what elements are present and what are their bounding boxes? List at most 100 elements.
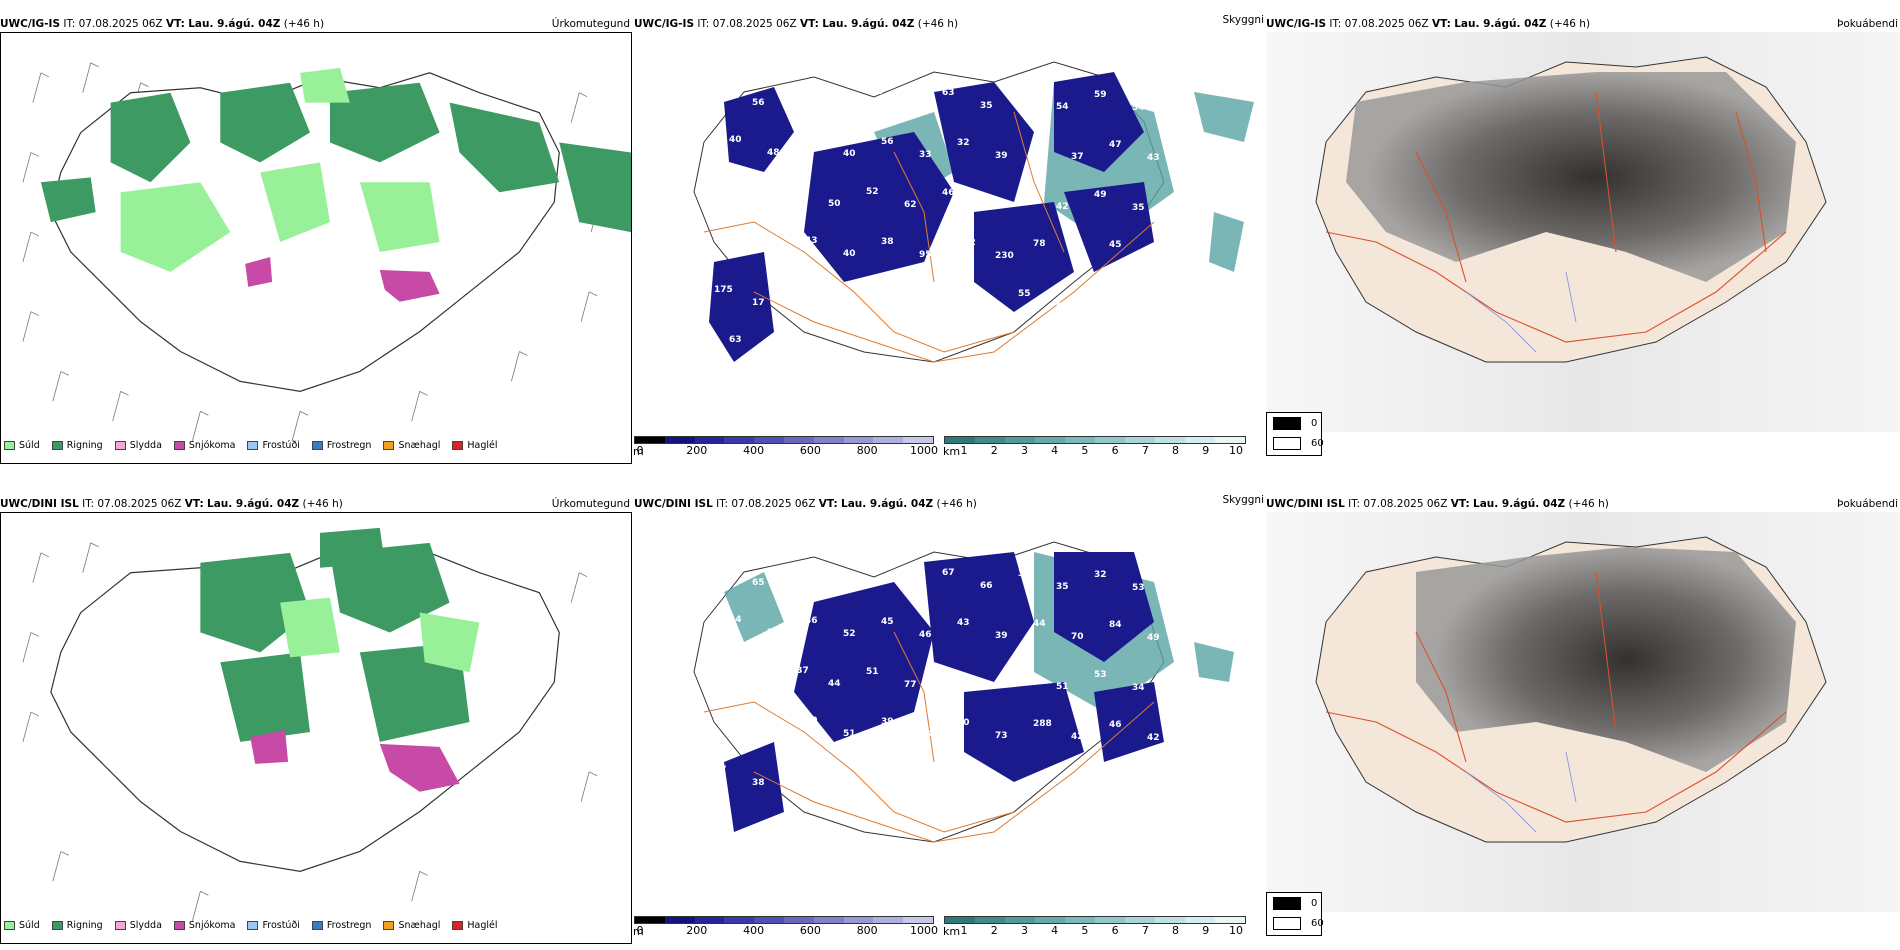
cloud-base-label: 35 [1132, 203, 1145, 213]
cloud-base-label: 71 [828, 299, 841, 309]
legend-label: Haglél [467, 919, 498, 931]
colorbar-segment [1095, 917, 1125, 923]
colorbar-segment [873, 437, 904, 443]
vt-value: Lau. 9.ágú. 04Z [1454, 18, 1547, 30]
cloud-base-label: 42 [1071, 732, 1084, 742]
it-value: 07.08.2025 06Z [97, 498, 182, 510]
legend-item: Slydda [114, 919, 162, 931]
cloud-base-label: 17 [714, 765, 727, 775]
visibility-colorbar: 1 2 3 4 5 6 7 8 9 10 km [943, 436, 1246, 458]
cloud-base-label: 117 [866, 87, 885, 97]
wind-barbs [22, 542, 598, 922]
legend-swatch [452, 920, 464, 930]
it-label: IT: [716, 498, 729, 510]
precip-legend: Súld Rigning Slydda Snjókoma Frostúði Fr… [4, 436, 628, 454]
fog-legend-value: 0 [1311, 418, 1318, 429]
fog-legend-row: 60 [1273, 437, 1324, 450]
legend-label: Snjókoma [188, 919, 236, 931]
legend-label: Frostúði [262, 439, 300, 451]
cloud-base-label: 137 [790, 666, 809, 676]
legend-label: Súld [19, 439, 40, 451]
colorbar-segment [1155, 437, 1185, 443]
cloud-base-label: 76 [866, 287, 879, 297]
fog-legend-value: 60 [1311, 438, 1324, 449]
colorbar-tick: 1000 [910, 444, 938, 457]
colorbar-tick: 0 [636, 444, 644, 457]
cloud-base-label: 46 [1109, 720, 1122, 730]
cloud-base-label: 46 [805, 616, 818, 626]
legend-swatch [452, 440, 464, 450]
cloud-base-label: 56 [942, 668, 955, 678]
height-colorbar: 0 200 400 600 800 1000 m [633, 436, 938, 458]
cloud-base-label: 32 [957, 138, 970, 148]
cloud-base-label: 35 [1056, 582, 1069, 592]
cloud-base-label: 18 [828, 579, 841, 589]
vt-value: Lau. 9.ágú. 04Z [822, 18, 915, 30]
cloud-base-label: 32 [1094, 570, 1107, 580]
legend-swatch [51, 440, 63, 450]
cloud-base-label: 17 [752, 298, 765, 308]
precip-map [0, 32, 632, 464]
cloud-base-label: 45 [881, 617, 894, 627]
colorbar-segment [664, 437, 695, 443]
fog-map [1266, 32, 1900, 432]
cloud-base-label: 77 [904, 680, 917, 690]
colorbar-segment [945, 917, 975, 923]
precip-legend: Súld Rigning Slydda Snjókoma Frostúði Fr… [4, 916, 628, 934]
legend-item: Rigning [51, 919, 103, 931]
cloud-map: 57 56 87 47 117 60 63 35 40 54 59 54 40 48 61 40 56 33 32 3… [634, 32, 1264, 432]
fog-legend-row: 0 [1273, 897, 1317, 910]
panel-title: Skyggni [1222, 14, 1265, 26]
legend-swatch [311, 920, 323, 930]
cloud-base-label: 56 [1071, 252, 1084, 262]
cloud-base-label: 62 [904, 200, 917, 210]
vt-label: VT: [1431, 18, 1451, 30]
legend-swatch [383, 920, 395, 930]
colorbar-segment [813, 437, 844, 443]
rivers [1465, 271, 1577, 353]
visibility-colorbar-bar [944, 436, 1246, 444]
colorbar-segment [635, 917, 665, 923]
colorbar-segment [843, 917, 874, 923]
legend-label: Rigning [66, 919, 103, 931]
legend-item: Frostúði [247, 920, 300, 931]
cloud-base-label: 33 [919, 150, 932, 160]
visibility-colorbar-ticks: 1 2 3 4 5 6 7 8 9 10 [944, 924, 1246, 938]
row-2-cloud-panel: UWC/DINI ISL IT: 07.08.2025 06Z VT: Lau.… [633, 494, 1264, 944]
cloud-base-label: 103 [714, 565, 733, 575]
cloud-base-label: 51 [980, 201, 993, 211]
legend-item: Frostregn [311, 920, 371, 931]
height-colorbar-bar [634, 436, 934, 444]
cloud-base-label: 73 [995, 731, 1008, 741]
colorbar-tick: 10 [1229, 924, 1243, 937]
colorbar-segment [1035, 917, 1065, 923]
legend-label: Slydda [129, 919, 162, 931]
it-value: 07.08.2025 06Z [1363, 498, 1448, 510]
cloud-base-label: 78 [1033, 239, 1046, 249]
cloud-base-label: 38 [881, 237, 894, 247]
lead-time: (+46 h) [283, 18, 325, 30]
height-colorbar: 0 200 400 600 800 1000 m [633, 916, 938, 938]
it-value: 07.08.2025 06Z [1344, 18, 1429, 30]
cloud-base-label: 43 [1147, 153, 1160, 163]
cloud-base-label: 85 [790, 766, 803, 776]
cloud-base-label: 53 [1094, 670, 1107, 680]
cloud-base-label: 40 [843, 149, 856, 159]
colorbar-tick: 200 [686, 924, 708, 937]
colorbar-segment [1005, 917, 1035, 923]
colorbar-segment [724, 917, 755, 923]
legend-item: Snæhagl [383, 440, 440, 451]
model-name: UWC/IG-IS [0, 18, 61, 30]
colorbar-tick: 9 [1202, 444, 1210, 457]
legend-item: Haglél [452, 919, 498, 931]
colorbar-tick: 1000 [910, 924, 938, 937]
cloud-base-label: 50 [828, 199, 841, 209]
visibility-colorbar-bar [944, 916, 1246, 924]
cloud-base-label: 60 [957, 718, 970, 728]
colorbar-segment [813, 917, 844, 923]
it-label: IT: [1329, 18, 1342, 30]
vt-value: Lau. 9.ágú. 04Z [207, 498, 300, 510]
cloud-base-label: 45 [1109, 240, 1122, 250]
cloud-base-label: 38 [767, 248, 780, 258]
cloud-base-label: 66 [1056, 302, 1069, 312]
